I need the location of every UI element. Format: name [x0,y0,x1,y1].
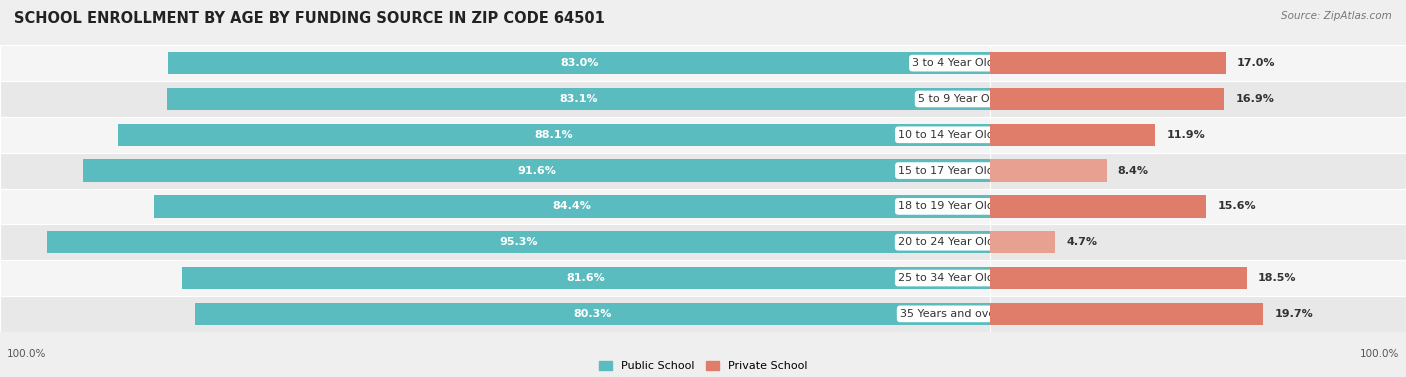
Text: 84.4%: 84.4% [553,201,592,211]
Text: 80.3%: 80.3% [574,309,612,319]
Bar [155,195,990,218]
Bar [0,153,990,188]
Text: Source: ZipAtlas.com: Source: ZipAtlas.com [1281,11,1392,21]
Text: 8.4%: 8.4% [1118,166,1149,176]
Bar [990,260,1406,296]
Bar [990,45,1406,81]
Text: 100.0%: 100.0% [7,349,46,359]
Text: 83.1%: 83.1% [560,94,598,104]
Text: 11.9%: 11.9% [1166,130,1205,140]
Text: 83.0%: 83.0% [560,58,599,68]
Text: 35 Years and over: 35 Years and over [900,309,1000,319]
Text: 19.7%: 19.7% [1274,309,1313,319]
Bar [990,124,1156,146]
Bar [0,188,990,224]
Bar [0,81,990,117]
Text: 91.6%: 91.6% [517,166,557,176]
Bar [990,303,1263,325]
Bar [990,231,1056,253]
Text: 20 to 24 Year Olds: 20 to 24 Year Olds [898,237,1000,247]
Bar [46,231,990,253]
Text: 15 to 17 Year Olds: 15 to 17 Year Olds [898,166,1000,176]
Bar [169,52,990,74]
Text: 18.5%: 18.5% [1258,273,1296,283]
Bar [0,296,990,332]
Text: 100.0%: 100.0% [1360,349,1399,359]
Bar [0,117,990,153]
Bar [167,88,990,110]
Bar [83,159,990,182]
Bar [990,52,1226,74]
Bar [118,124,990,146]
Bar [990,88,1225,110]
Text: 25 to 34 Year Olds: 25 to 34 Year Olds [898,273,1000,283]
Bar [990,81,1406,117]
Text: SCHOOL ENROLLMENT BY AGE BY FUNDING SOURCE IN ZIP CODE 64501: SCHOOL ENROLLMENT BY AGE BY FUNDING SOUR… [14,11,605,26]
Legend: Public School, Private School: Public School, Private School [599,361,807,371]
Text: 17.0%: 17.0% [1237,58,1275,68]
Bar [990,117,1406,153]
Bar [990,159,1107,182]
Bar [0,260,990,296]
Bar [0,45,990,81]
Text: 81.6%: 81.6% [567,273,606,283]
Text: 18 to 19 Year Olds: 18 to 19 Year Olds [898,201,1000,211]
Text: 16.9%: 16.9% [1236,94,1274,104]
Text: 3 to 4 Year Olds: 3 to 4 Year Olds [912,58,1000,68]
Bar [990,267,1247,289]
Bar [990,153,1406,188]
Bar [990,296,1406,332]
Bar [183,267,990,289]
Bar [0,224,990,260]
Bar [990,224,1406,260]
Bar [990,195,1206,218]
Text: 4.7%: 4.7% [1066,237,1097,247]
Text: 88.1%: 88.1% [534,130,574,140]
Text: 5 to 9 Year Old: 5 to 9 Year Old [918,94,1000,104]
Text: 95.3%: 95.3% [499,237,537,247]
Text: 10 to 14 Year Olds: 10 to 14 Year Olds [898,130,1000,140]
Text: 15.6%: 15.6% [1218,201,1256,211]
Bar [990,188,1406,224]
Bar [195,303,990,325]
